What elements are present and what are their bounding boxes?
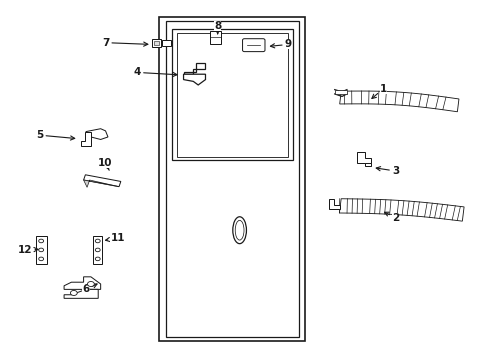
Text: 7: 7 bbox=[102, 38, 147, 48]
Text: 2: 2 bbox=[384, 212, 399, 222]
Text: 1: 1 bbox=[371, 84, 386, 99]
Polygon shape bbox=[154, 41, 158, 45]
Bar bbox=[172, 30, 293, 160]
Polygon shape bbox=[339, 199, 463, 221]
Polygon shape bbox=[81, 132, 91, 146]
Polygon shape bbox=[64, 289, 98, 298]
Polygon shape bbox=[210, 31, 221, 44]
Ellipse shape bbox=[235, 220, 244, 240]
Text: 3: 3 bbox=[375, 166, 399, 176]
Circle shape bbox=[70, 291, 77, 296]
Text: 6: 6 bbox=[82, 284, 97, 294]
Text: 4: 4 bbox=[133, 67, 177, 77]
Circle shape bbox=[95, 257, 100, 261]
Text: 5: 5 bbox=[36, 130, 75, 140]
Circle shape bbox=[39, 239, 43, 243]
Text: 10: 10 bbox=[98, 158, 113, 170]
FancyBboxPatch shape bbox=[242, 39, 264, 51]
Polygon shape bbox=[83, 180, 119, 187]
Polygon shape bbox=[83, 175, 121, 186]
Circle shape bbox=[87, 282, 94, 287]
Polygon shape bbox=[356, 152, 370, 163]
Polygon shape bbox=[183, 63, 205, 74]
Circle shape bbox=[39, 248, 43, 252]
Polygon shape bbox=[93, 235, 102, 264]
Polygon shape bbox=[64, 277, 101, 289]
Text: 8: 8 bbox=[214, 21, 221, 34]
Ellipse shape bbox=[232, 217, 246, 244]
Polygon shape bbox=[161, 40, 171, 46]
Bar bbox=[159, 17, 305, 341]
Bar bbox=[177, 33, 288, 157]
Polygon shape bbox=[329, 199, 339, 210]
Circle shape bbox=[39, 257, 43, 261]
Polygon shape bbox=[339, 91, 458, 112]
Polygon shape bbox=[365, 163, 370, 166]
Text: 11: 11 bbox=[105, 233, 125, 243]
Polygon shape bbox=[86, 129, 108, 139]
Bar bbox=[165, 22, 299, 337]
Polygon shape bbox=[334, 90, 346, 94]
Polygon shape bbox=[36, 235, 46, 264]
Text: 9: 9 bbox=[270, 40, 291, 49]
Text: 12: 12 bbox=[18, 245, 38, 255]
Polygon shape bbox=[183, 74, 205, 85]
Polygon shape bbox=[152, 40, 160, 46]
Circle shape bbox=[95, 239, 100, 243]
Circle shape bbox=[95, 248, 100, 252]
